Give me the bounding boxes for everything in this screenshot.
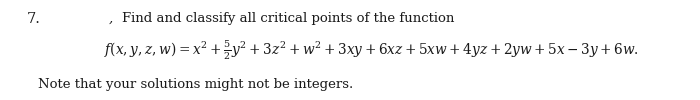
Text: $f(x, y, z, w) = x^2 + \frac{5}{2}y^2 + 3z^2 + w^2 + 3xy + 6xz + 5xw + 4yz + 2yw: $f(x, y, z, w) = x^2 + \frac{5}{2}y^2 + …	[104, 38, 638, 62]
Text: 7.: 7.	[27, 12, 41, 26]
Text: ,: ,	[108, 12, 113, 25]
Text: Find and classify all critical points of the function: Find and classify all critical points of…	[122, 12, 455, 25]
Text: Note that your solutions might not be integers.: Note that your solutions might not be in…	[38, 78, 354, 91]
